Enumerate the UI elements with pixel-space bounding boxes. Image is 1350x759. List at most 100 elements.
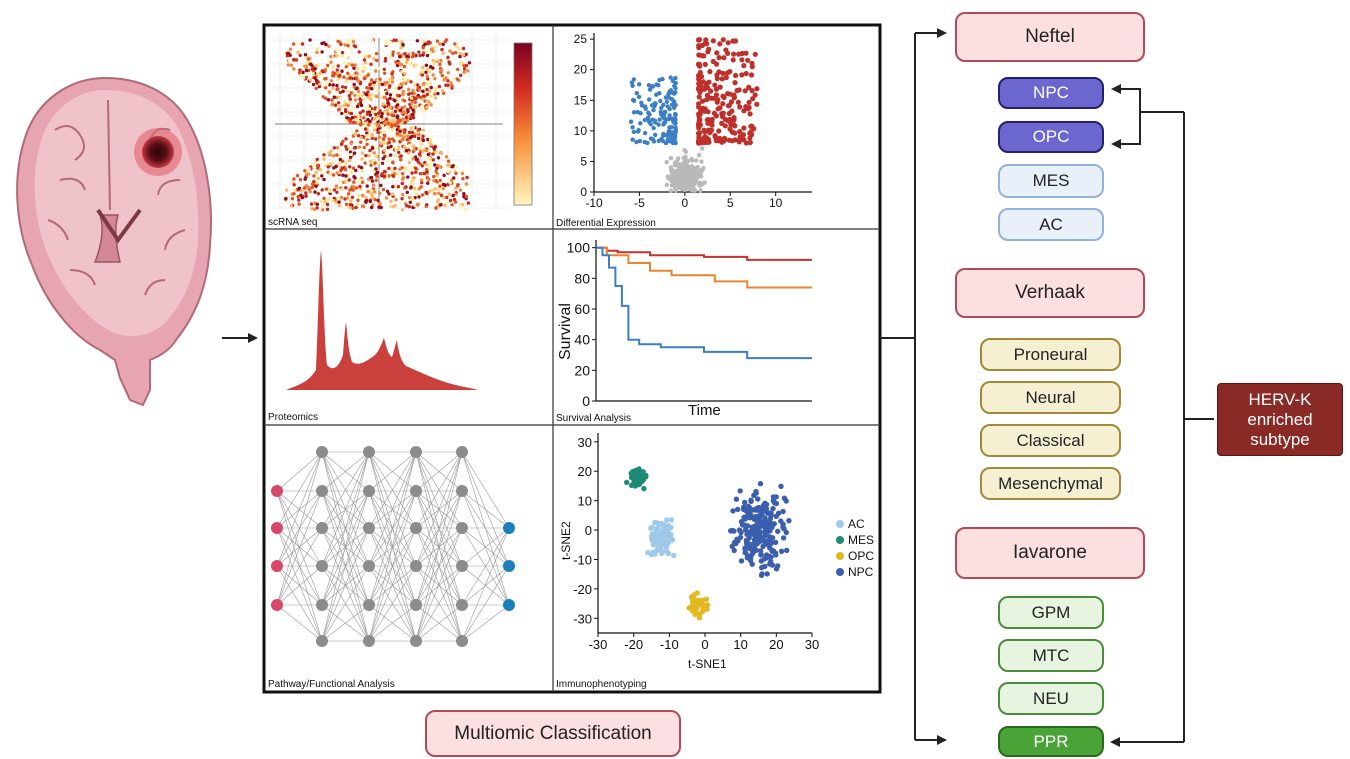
volcano-point-up bbox=[715, 97, 721, 103]
scrna-point bbox=[418, 78, 422, 82]
volcano-point-ns bbox=[697, 183, 703, 188]
volcano-point-down bbox=[645, 140, 650, 146]
scrna-point bbox=[370, 123, 374, 127]
scrna-point bbox=[331, 86, 335, 90]
tsne-xlabel: t-SNE1 bbox=[688, 657, 727, 671]
neftel-box: Neftel bbox=[955, 12, 1145, 62]
scrna-point bbox=[416, 128, 420, 132]
volcano-point-down bbox=[630, 125, 635, 130]
scrna-point bbox=[387, 137, 391, 141]
volcano-point-up bbox=[715, 106, 721, 112]
scrna-point bbox=[420, 73, 425, 77]
scrna-point bbox=[434, 206, 438, 210]
scrna-point bbox=[321, 204, 325, 208]
volcano-point-ns bbox=[679, 178, 685, 183]
scrna-point bbox=[391, 161, 395, 165]
tsne-point-npc bbox=[747, 515, 753, 521]
scrna-point bbox=[348, 101, 352, 105]
legend-swatch-npc bbox=[836, 568, 844, 576]
scrna-point bbox=[395, 93, 400, 98]
volcano-point-down bbox=[659, 136, 664, 142]
scrna-point bbox=[412, 186, 417, 190]
scrna-point bbox=[380, 82, 384, 87]
scrna-point bbox=[340, 69, 344, 73]
scrna-point bbox=[436, 187, 441, 191]
scrna-point bbox=[461, 177, 465, 181]
scrna-point bbox=[454, 165, 458, 169]
volcano-point-down bbox=[642, 117, 647, 123]
tsne-ytick: 30 bbox=[578, 435, 592, 450]
scrna-point bbox=[378, 191, 382, 195]
volcano-point-down bbox=[660, 76, 665, 82]
de-xtick: -5 bbox=[634, 196, 645, 210]
scrna-point bbox=[357, 114, 361, 119]
scrna-point bbox=[439, 165, 443, 169]
scrna-point bbox=[311, 82, 316, 87]
scrna-point bbox=[349, 91, 353, 95]
scrna-point bbox=[439, 193, 444, 197]
scrna-point bbox=[331, 65, 335, 69]
scrna-point bbox=[296, 50, 300, 55]
tsne-ytick: 0 bbox=[585, 523, 592, 538]
scrna-point bbox=[387, 125, 391, 130]
scrna-point bbox=[366, 139, 371, 143]
tsne-point-npc bbox=[771, 500, 778, 506]
scrna-point bbox=[429, 94, 433, 99]
scrna-point bbox=[338, 96, 343, 100]
de-ytick: 15 bbox=[574, 93, 588, 107]
scrna-point bbox=[354, 76, 359, 80]
volcano-point-ns bbox=[689, 180, 694, 186]
scrna-point bbox=[311, 182, 315, 186]
volcano-point-up bbox=[710, 58, 716, 65]
volcano-point-up bbox=[730, 38, 736, 44]
tsne-point-npc bbox=[781, 526, 787, 532]
scrna-point bbox=[352, 180, 356, 184]
scrna-point bbox=[395, 172, 400, 176]
scrna-point bbox=[432, 146, 436, 150]
network-hidden-node bbox=[410, 560, 422, 572]
scrna-point bbox=[422, 94, 426, 98]
scrna-point bbox=[403, 145, 407, 150]
scrna-point bbox=[290, 197, 295, 201]
tsne-point-opc bbox=[704, 606, 710, 612]
scrna-point bbox=[370, 179, 375, 183]
scrna-point bbox=[403, 105, 407, 109]
scrna-point bbox=[419, 172, 423, 176]
volcano-point-up bbox=[709, 119, 715, 125]
volcano-point-up bbox=[716, 138, 722, 144]
scrna-point bbox=[395, 103, 400, 107]
scrna-point bbox=[373, 148, 377, 152]
scrna-point bbox=[452, 176, 456, 180]
scrna-point bbox=[454, 192, 458, 196]
scrna-point bbox=[332, 188, 337, 192]
volcano-point-up bbox=[725, 103, 732, 109]
scrna-point bbox=[334, 184, 338, 188]
iavarone-mtc: MTC bbox=[998, 639, 1104, 672]
de-ytick: 20 bbox=[574, 63, 588, 77]
scrna-point bbox=[421, 89, 425, 93]
scrna-point bbox=[425, 49, 429, 53]
tsne-point-npc bbox=[778, 483, 784, 489]
tsne-point-npc bbox=[775, 563, 781, 569]
scrna-point bbox=[374, 137, 378, 141]
scrna-point bbox=[428, 163, 432, 167]
scrna-point bbox=[412, 148, 417, 152]
volcano-point-down bbox=[668, 75, 673, 80]
scrna-point bbox=[450, 84, 454, 88]
scrna-point bbox=[435, 57, 439, 61]
scrna-point bbox=[370, 134, 374, 138]
scrna-point bbox=[420, 193, 425, 197]
volcano-point-up bbox=[696, 131, 702, 138]
volcano-point-up bbox=[727, 91, 733, 97]
scrna-point bbox=[350, 116, 355, 120]
tsne-point-npc bbox=[764, 525, 770, 531]
scrna-point bbox=[382, 174, 387, 178]
scrna-point bbox=[404, 166, 408, 171]
volcano-point-down bbox=[645, 115, 651, 121]
scrna-point bbox=[288, 47, 293, 51]
volcano-point-up bbox=[748, 123, 754, 129]
scrna-point bbox=[404, 60, 409, 64]
volcano-point-ns bbox=[699, 168, 705, 173]
scrna-point bbox=[401, 92, 405, 96]
tsne-point-npc bbox=[731, 528, 737, 534]
